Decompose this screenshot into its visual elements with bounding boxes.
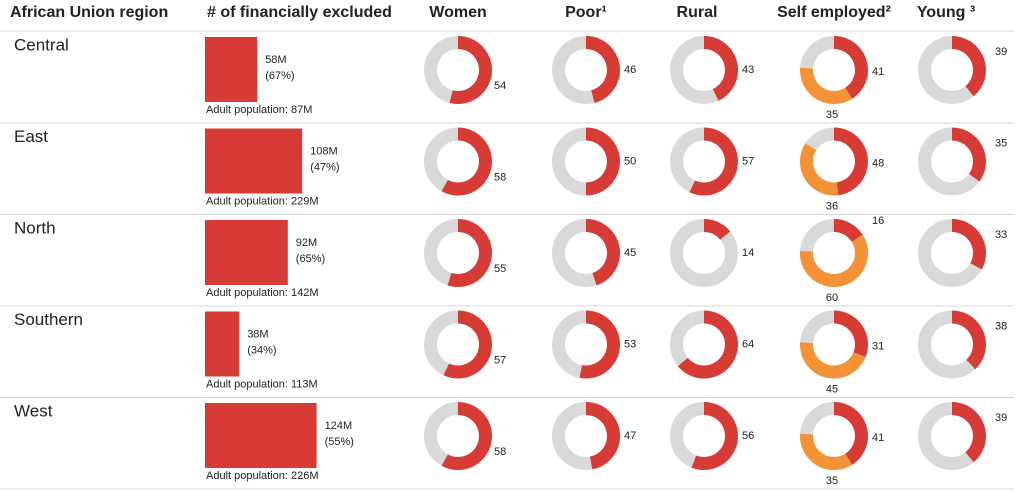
donut-label: 58 (494, 446, 506, 458)
donut-segment (586, 219, 620, 286)
column-header: Poor¹ (565, 4, 607, 21)
donut-label: 35 (826, 475, 838, 487)
donut-segment (952, 36, 986, 97)
donut-segment (800, 433, 853, 470)
donut-label: 41 (872, 432, 884, 444)
excluded-bar (205, 403, 317, 468)
donut-segment (449, 36, 493, 104)
excluded-pct: (67%) (265, 70, 294, 82)
donut-segment (586, 127, 620, 196)
excluded-label: 124M (325, 420, 353, 432)
donut-label: 60 (826, 292, 838, 304)
region-name: East (14, 127, 48, 146)
column-header: Young ³ (917, 4, 975, 21)
region-name: Southern (14, 310, 83, 329)
donut-segment (704, 219, 731, 240)
region-name: West (14, 401, 53, 420)
donut-label: 56 (742, 430, 754, 442)
donut-segment (586, 402, 621, 470)
adult-population: Adult population: 87M (206, 104, 312, 116)
donut-segment (800, 143, 839, 196)
column-header: # of financially excluded (207, 4, 392, 21)
donut-label: 45 (624, 247, 636, 259)
excluded-pct: (34%) (247, 344, 276, 356)
donut-segment (800, 67, 853, 104)
excluded-bar (205, 37, 258, 102)
donut-label: 53 (624, 338, 636, 350)
donut-label: 43 (742, 64, 754, 76)
donut-label: 47 (624, 430, 636, 442)
donut-segment (800, 342, 866, 379)
excluded-label: 92M (296, 237, 317, 249)
donut-label: 39 (995, 412, 1007, 424)
excluded-bar (205, 128, 303, 194)
donut-label: 36 (826, 200, 838, 212)
donut-segment (443, 310, 492, 379)
donut-label: 46 (624, 64, 636, 76)
donut-segment (952, 310, 986, 370)
donut-segment (579, 310, 620, 379)
excluded-label: 38M (247, 328, 268, 340)
donut-label: 33 (995, 229, 1007, 241)
donut-segment (704, 36, 739, 101)
donut-label: 16 (872, 215, 884, 227)
region-name: North (14, 218, 56, 237)
column-header: African Union region (10, 4, 168, 21)
donut-label: 64 (742, 338, 754, 350)
donut-segment (799, 234, 868, 288)
adult-population: Adult population: 229M (206, 195, 319, 207)
adult-population: Adult population: 142M (206, 287, 319, 299)
excluded-bar (205, 220, 288, 285)
donut-label: 35 (826, 109, 838, 121)
donut-segment (952, 127, 987, 182)
donut-label: 55 (494, 263, 506, 275)
donut-segment (441, 402, 492, 470)
donut-label: 35 (995, 137, 1007, 149)
excluded-pct: (47%) (310, 161, 339, 173)
donut-label: 38 (995, 320, 1007, 332)
donut-label: 57 (742, 155, 754, 167)
excluded-bar (205, 311, 240, 377)
adult-population: Adult population: 226M (206, 470, 319, 482)
donut-label: 14 (742, 247, 754, 259)
donut-label: 57 (494, 354, 506, 366)
excluded-pct: (65%) (296, 253, 325, 265)
donut-segment (586, 36, 620, 103)
donut-segment (441, 127, 492, 196)
excluded-label: 58M (265, 54, 286, 66)
donut-segment (677, 310, 738, 379)
adult-population: Adult population: 113M (206, 378, 318, 390)
donut-segment (952, 402, 986, 463)
donut-label: 54 (494, 80, 506, 92)
column-header: Women (429, 4, 486, 21)
donut-label: 31 (872, 340, 884, 352)
donut-segment (834, 219, 863, 242)
column-header: Self employed² (777, 4, 891, 21)
excluded-label: 108M (310, 145, 338, 157)
donut-segment (834, 402, 868, 465)
donut-segment (834, 36, 868, 99)
donut-label: 50 (624, 155, 636, 167)
donut-label: 39 (995, 46, 1007, 58)
donut-segment (834, 310, 869, 358)
donut-segment (952, 219, 986, 270)
donut-label: 58 (494, 171, 506, 183)
region-name: Central (14, 35, 69, 54)
donut-label: 45 (826, 383, 838, 395)
donut-label: 48 (872, 157, 884, 169)
donut-segment (689, 127, 738, 196)
donut-segment (691, 402, 739, 470)
donut-label: 41 (872, 66, 884, 78)
donut-segment (834, 127, 869, 196)
excluded-pct: (55%) (325, 436, 354, 448)
column-header: Rural (677, 4, 718, 21)
donut-segment (447, 219, 493, 287)
